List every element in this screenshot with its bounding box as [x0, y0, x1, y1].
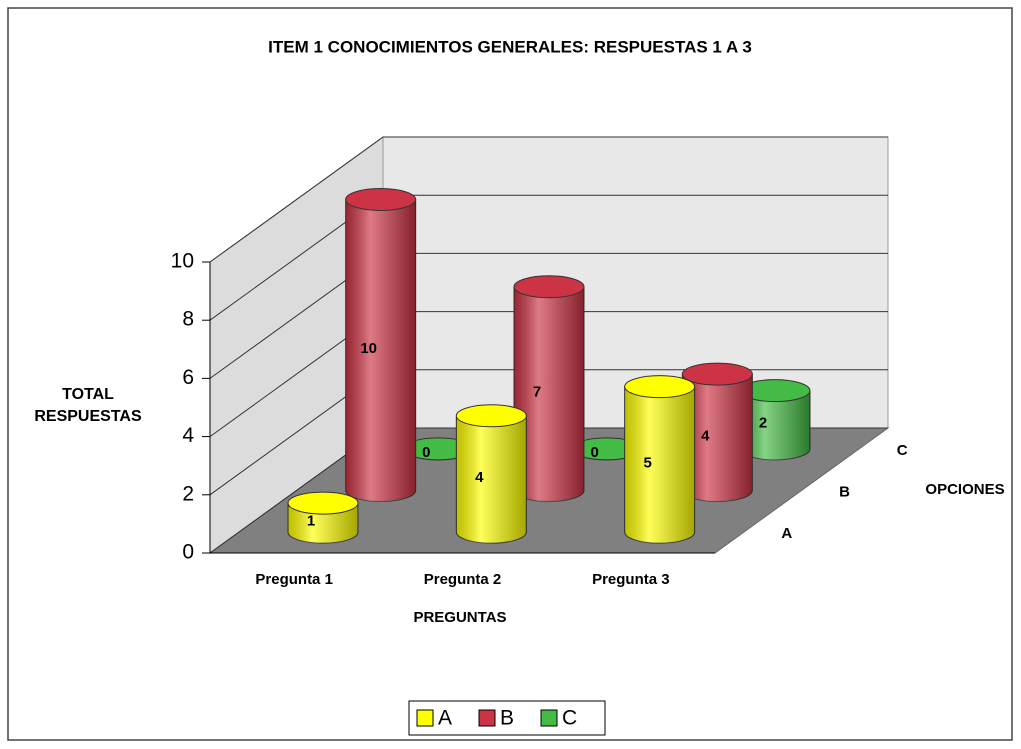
- z-tick-label: C: [897, 442, 908, 459]
- legend-swatch: [540, 709, 558, 727]
- data-label: 0: [422, 444, 430, 461]
- y-tick-label: 10: [171, 250, 194, 273]
- cylinder-shading: [682, 374, 753, 502]
- grid-line: [209, 136, 888, 263]
- cylinder-shading: [624, 386, 695, 544]
- z-tick-label: B: [839, 483, 850, 500]
- legend: A B C: [408, 700, 606, 736]
- y-axis-title: TOTAL RESPUESTAS: [34, 386, 142, 425]
- z-tick-label: A: [781, 525, 792, 542]
- data-label: 4: [701, 427, 710, 444]
- legend-label: A: [438, 707, 452, 730]
- z-axis-title: OPCIONES: [925, 481, 1004, 498]
- data-label: 4: [475, 469, 484, 486]
- cylinder-shading: [740, 390, 810, 460]
- cylinder-top: [624, 375, 696, 399]
- legend-label: B: [500, 707, 514, 730]
- data-label: 2: [759, 415, 767, 432]
- legend-swatch: [416, 709, 434, 727]
- data-label: 5: [643, 454, 651, 471]
- cylinder-top: [681, 362, 753, 386]
- cylinder-top: [455, 404, 527, 428]
- y-tick-label: 4: [182, 424, 194, 447]
- x-tick-label: Pregunta 1: [255, 571, 333, 588]
- cylinder-shading: [514, 286, 584, 502]
- y-tick-label: 6: [182, 366, 194, 389]
- data-label: 7: [533, 384, 541, 401]
- x-tick-label: Pregunta 2: [424, 571, 502, 588]
- x-axis-title: PREGUNTAS: [413, 609, 506, 626]
- cylinder-top: [513, 275, 585, 299]
- data-label: 10: [360, 340, 377, 357]
- y-tick-label: 2: [182, 482, 194, 505]
- cylinder-shading: [345, 199, 416, 502]
- y-tick-label: 0: [182, 541, 194, 564]
- chart-title: ITEM 1 CONOCIMIENTOS GENERALES: RESPUEST…: [268, 37, 752, 56]
- data-label: 1: [307, 513, 315, 530]
- x-tick-label: Pregunta 3: [592, 571, 670, 588]
- y-tick-label: 8: [182, 308, 194, 331]
- cylinder-top: [345, 188, 417, 211]
- cylinder-shading: [456, 415, 527, 544]
- data-label: 0: [590, 444, 598, 461]
- legend-box: [408, 700, 606, 736]
- legend-swatch: [478, 709, 496, 727]
- legend-label: C: [562, 707, 577, 730]
- cylinder-top: [287, 491, 359, 515]
